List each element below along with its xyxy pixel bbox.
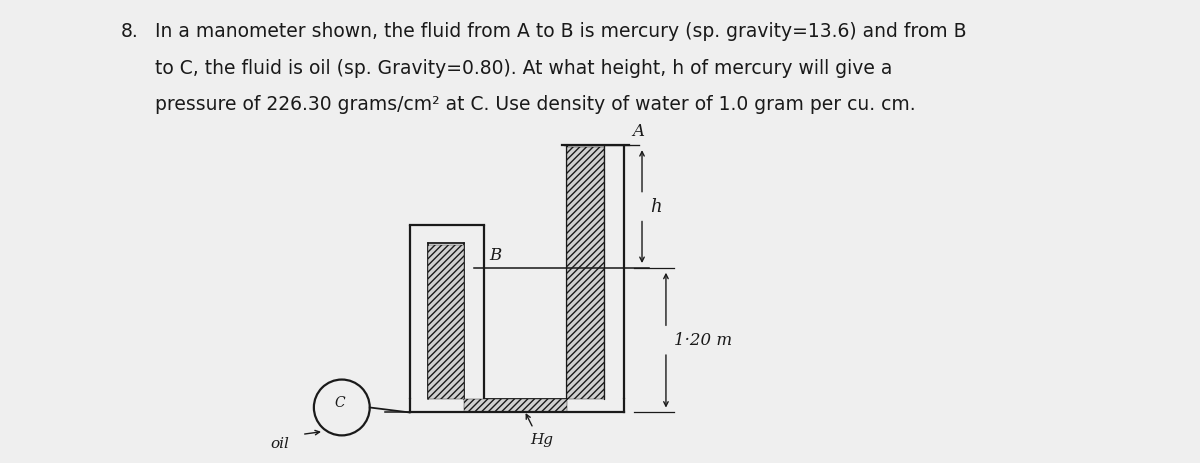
Text: 8.: 8. <box>120 22 138 41</box>
Text: A: A <box>632 123 644 140</box>
Text: 1·20 m: 1·20 m <box>674 332 732 349</box>
Polygon shape <box>568 147 604 400</box>
Polygon shape <box>427 245 464 400</box>
Text: pressure of 226.30 grams/cm² at C. Use density of water of 1.0 gram per cu. cm.: pressure of 226.30 grams/cm² at C. Use d… <box>155 95 916 114</box>
Text: In a manometer shown, the fluid from A to B is mercury (sp. gravity=13.6) and fr: In a manometer shown, the fluid from A t… <box>155 22 967 41</box>
Text: B: B <box>490 247 502 264</box>
Text: h: h <box>650 198 661 216</box>
Text: oil: oil <box>270 438 289 451</box>
Text: C: C <box>335 396 346 411</box>
Polygon shape <box>464 400 568 413</box>
Text: to C, the fluid is oil (sp. Gravity=0.80). At what height, h of mercury will giv: to C, the fluid is oil (sp. Gravity=0.80… <box>155 58 893 77</box>
Text: Hg: Hg <box>529 433 553 447</box>
